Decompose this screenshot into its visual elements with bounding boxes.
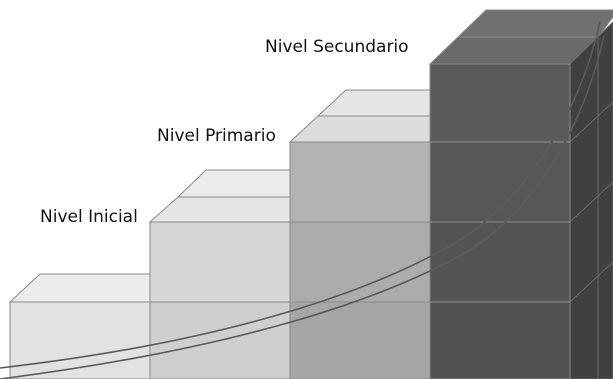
step-4-front-2: [429, 141, 571, 223]
growth-curve-lower: [0, 35, 605, 379]
step-4-top: [456, 9, 613, 38]
step-1-front: [9, 301, 151, 379]
step-4-side: [569, 21, 613, 379]
step-4-front-3: [429, 221, 571, 303]
step-4-side-edge-1: [569, 101, 613, 143]
step-3-front-middle: [289, 221, 431, 303]
label-nivel-primario: Nivel Primario: [157, 126, 276, 146]
step-4: [428, 9, 613, 379]
label-nivel-inicial: Nivel Inicial: [40, 207, 138, 227]
step-3-front-top: [289, 141, 431, 223]
step-4-top-back: [428, 36, 600, 65]
label-nivel-secundario: Nivel Secundario: [265, 37, 409, 57]
step-4-side-edge-3: [569, 261, 613, 303]
step-4-side-edge-2: [569, 181, 613, 223]
step-3-front-bottom: [289, 301, 431, 379]
step-4-front-4: [429, 301, 571, 379]
growth-curve-upper: [0, 21, 601, 369]
step-2-front-upper: [149, 221, 291, 303]
step-4-front-1: [429, 63, 571, 143]
step-1: [8, 273, 182, 379]
